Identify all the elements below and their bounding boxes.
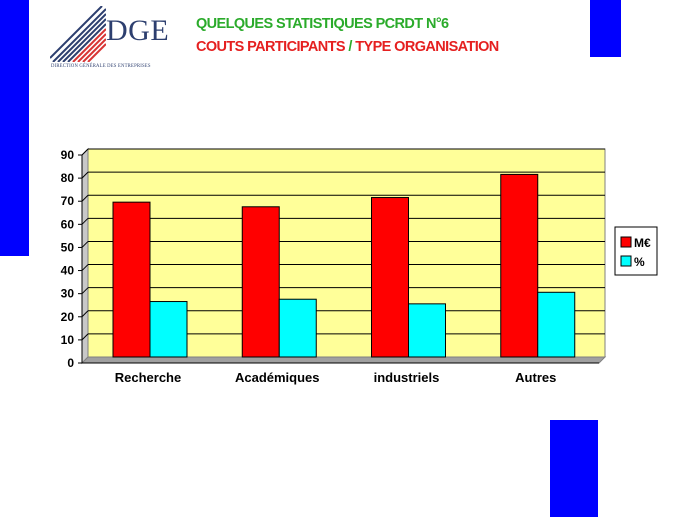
legend-label: % — [634, 255, 645, 269]
y-tick-label: 60 — [61, 217, 75, 231]
gridline-wall — [81, 241, 89, 248]
x-tick-label: Académiques — [235, 370, 320, 385]
x-tick-label: Recherche — [115, 370, 181, 385]
y-tick-label: 10 — [61, 333, 75, 347]
gridline-wall — [81, 333, 89, 341]
x-tick-label: Autres — [515, 370, 556, 385]
y-tick-label: 50 — [61, 240, 75, 254]
gridline-wall — [81, 217, 89, 225]
gridline-wall — [81, 194, 89, 202]
gridline-wall — [81, 310, 89, 318]
logo-stripes-icon — [50, 6, 106, 62]
legend-box — [614, 226, 658, 276]
logo-subtitle: DIRECTION GÉNÉRALE DES ENTREPRISES — [51, 64, 151, 69]
plot-floor — [80, 356, 607, 364]
bar-percent — [149, 301, 188, 358]
bar-meur — [112, 201, 151, 358]
page-title-line1: QUELQUES STATISTIQUES PCRDT N°6 — [196, 16, 449, 32]
gridline-wall — [81, 287, 89, 295]
decorative-blue-bar-left — [0, 0, 29, 256]
legend-swatch — [620, 255, 632, 267]
plot-left-wall — [81, 147, 89, 365]
dge-logo: DGE DIRECTION GÉNÉRALE DES ENTREPRISES — [50, 6, 170, 69]
bar-percent — [537, 291, 576, 358]
title-line2-part-b: TYPE ORGANISATION — [351, 39, 499, 55]
bar-meur — [371, 197, 409, 358]
y-tick-label: 0 — [67, 356, 74, 370]
bar-percent — [278, 298, 317, 358]
x-tick-label: industriels — [374, 370, 440, 385]
legend-swatch — [620, 236, 632, 248]
legend-label: M€ — [634, 236, 651, 250]
title-line2-slash: / — [348, 39, 352, 55]
gridline-wall — [81, 148, 89, 156]
y-tick-label: 70 — [61, 194, 75, 208]
y-tick-label: 40 — [61, 264, 75, 278]
decorative-blue-bar-bottom-right — [550, 420, 598, 517]
y-tick-label: 20 — [61, 310, 75, 324]
y-tick-label: 30 — [61, 287, 75, 301]
gridline-wall — [81, 264, 89, 271]
decorative-blue-bar-top-right — [590, 0, 621, 57]
y-tick-label: 80 — [61, 171, 75, 185]
bar-meur — [241, 206, 280, 358]
y-tick-label: 90 — [61, 148, 75, 162]
page-title-line2: COUTS PARTICIPANTS / TYPE ORGANISATION — [196, 39, 499, 55]
title-line2-part-a: COUTS PARTICIPANTS — [196, 39, 349, 55]
bar-meur — [500, 173, 539, 358]
bar-percent — [408, 303, 446, 358]
gridline-wall — [81, 171, 89, 179]
logo-text: DGE — [106, 14, 170, 47]
